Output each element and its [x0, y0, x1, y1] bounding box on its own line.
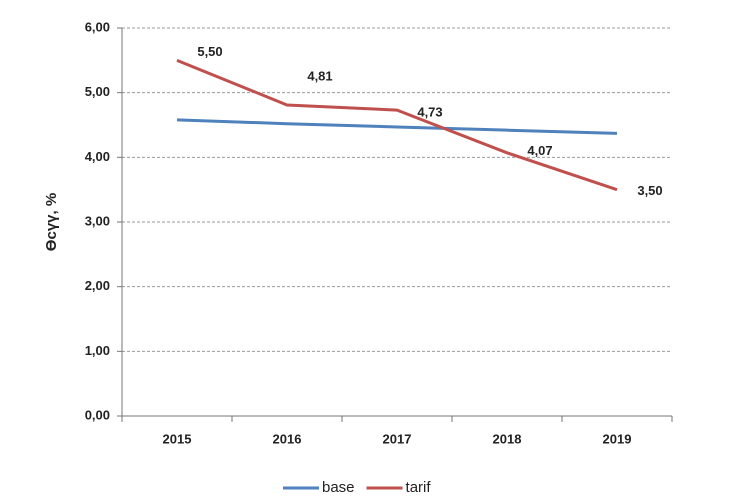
- y-axis-title: Өсүү, %: [43, 193, 60, 251]
- legend-label: tarif: [406, 479, 432, 496]
- data-label: 3,50: [637, 183, 662, 198]
- y-tick-label: 3,00: [85, 213, 110, 228]
- x-tick-label: 2019: [603, 431, 632, 446]
- legend-label: base: [322, 479, 355, 496]
- line: [176, 118, 618, 135]
- data-label: 5,50: [197, 44, 222, 59]
- y-tick-label: 1,00: [85, 343, 110, 358]
- y-tick-label: 5,00: [85, 84, 110, 99]
- x-tick-label: 2018: [493, 431, 522, 446]
- x-tick-label: 2015: [163, 431, 192, 446]
- y-tick-label: 0,00: [85, 407, 110, 422]
- y-tick-label: 2,00: [85, 278, 110, 293]
- x-tick-label: 2016: [273, 431, 302, 446]
- y-tick-label: 4,00: [85, 149, 110, 164]
- line: [176, 58, 618, 192]
- data-label: 4,81: [307, 68, 332, 83]
- x-tick-label: 2017: [383, 431, 412, 446]
- data-label: 4,07: [527, 143, 552, 158]
- data-label: 4,73: [417, 105, 442, 120]
- y-tick-label: 6,00: [85, 19, 110, 34]
